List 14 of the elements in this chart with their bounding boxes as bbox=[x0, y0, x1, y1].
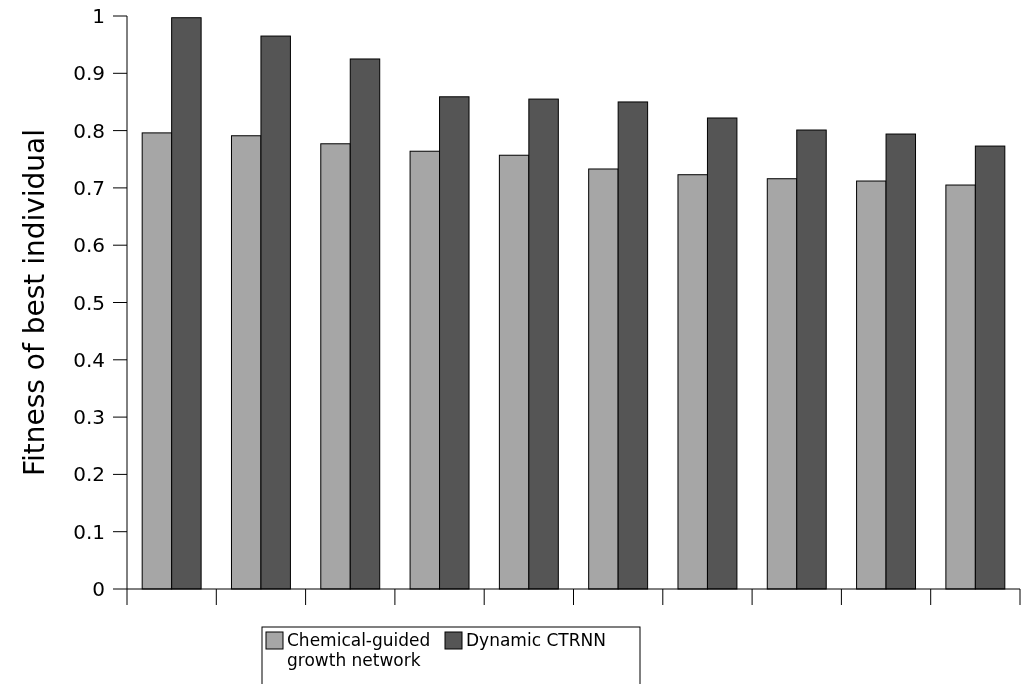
legend-label: Chemical-guided growth network bbox=[287, 630, 431, 670]
y-tick-label: 0.5 bbox=[73, 290, 105, 315]
y-tick-label: 0.8 bbox=[73, 118, 105, 143]
y-tick-label: 0 bbox=[92, 577, 105, 601]
y-tick-label: 1 bbox=[92, 4, 105, 28]
y-tick-label: 0.1 bbox=[73, 519, 105, 544]
y-tick-label: 0.6 bbox=[73, 233, 105, 258]
y-tick-label: 0.7 bbox=[73, 175, 105, 200]
y-tick-label: 0.9 bbox=[73, 61, 105, 86]
y-axis-title: Fitness of best individual bbox=[18, 128, 51, 477]
y-tick-label: 0.3 bbox=[73, 405, 105, 430]
legend-label: Dynamic CTRNN bbox=[466, 630, 606, 650]
y-tick-label: 0.2 bbox=[73, 462, 105, 487]
y-tick-label: 0.4 bbox=[73, 347, 105, 372]
